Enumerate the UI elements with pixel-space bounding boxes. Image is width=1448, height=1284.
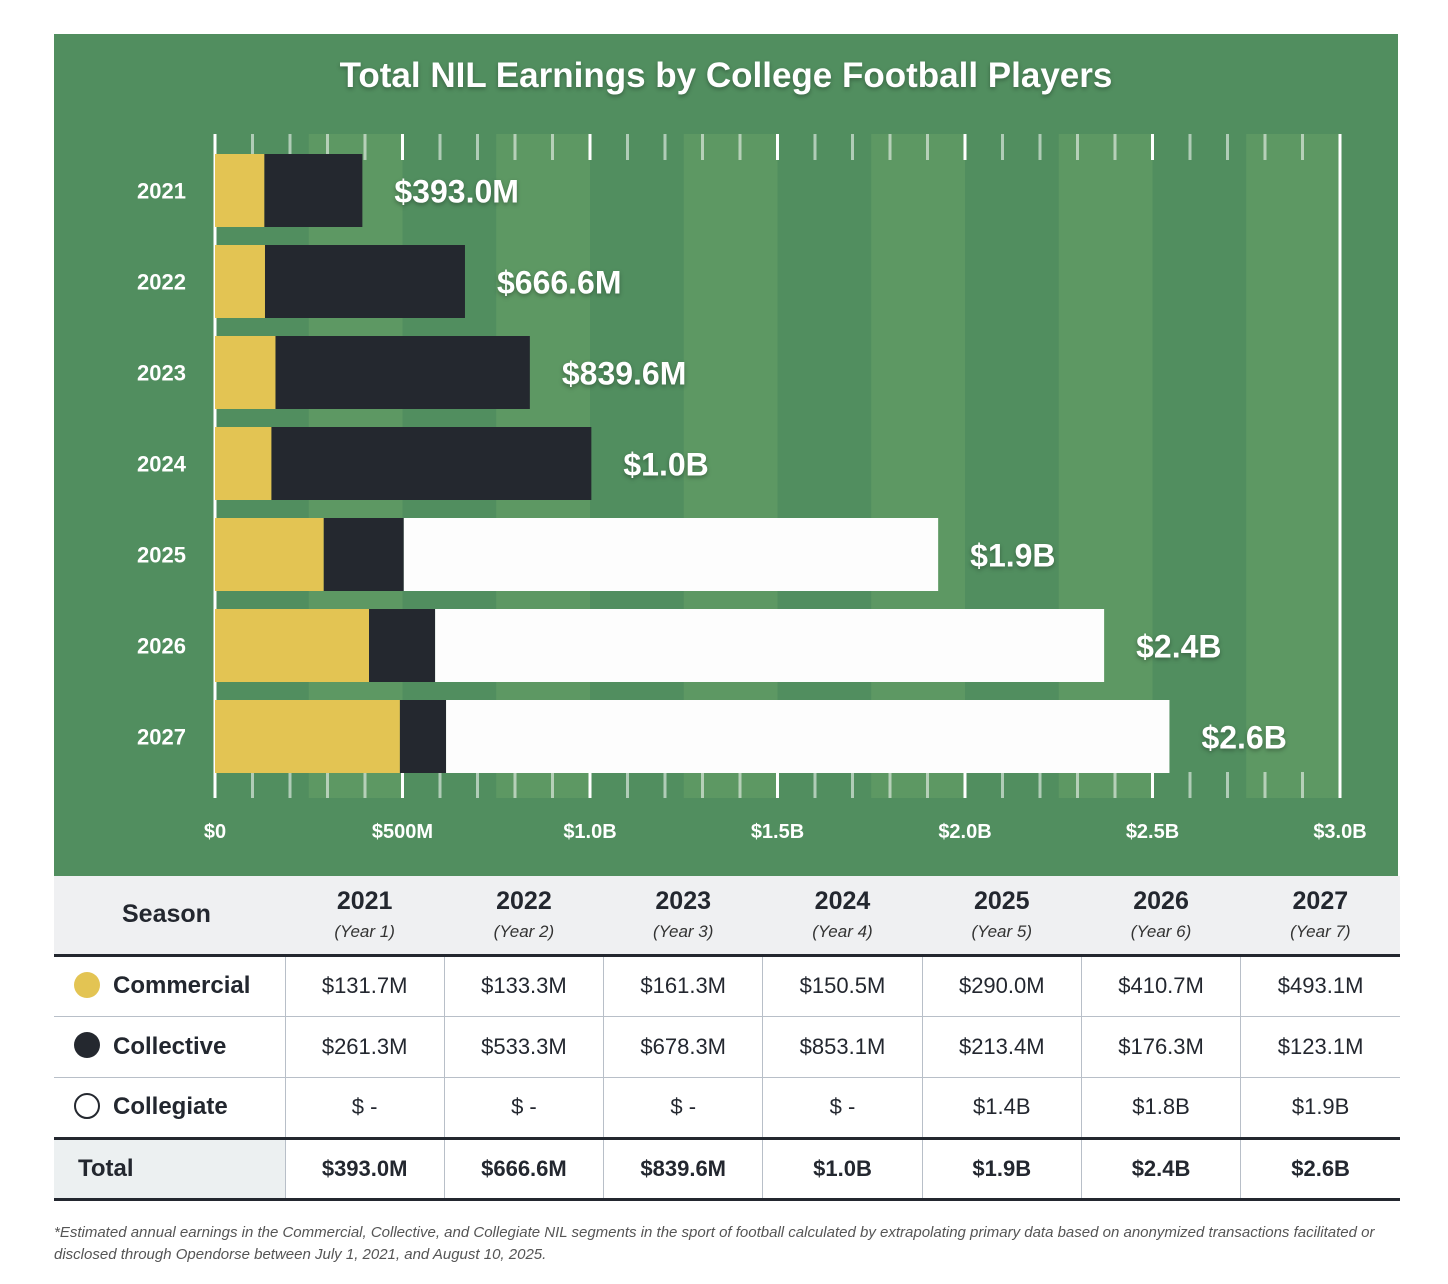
collegiate-legend-dot — [74, 1092, 100, 1119]
category-label: 2021 — [137, 179, 186, 204]
collegiate-bar-segment — [403, 518, 939, 591]
table-cell: $133.3M — [443, 955, 604, 1016]
collective-legend-dot — [74, 1032, 100, 1059]
field-stripe — [1058, 134, 1153, 798]
total-cell: $839.6M — [603, 1138, 763, 1199]
row-label: Commercial — [54, 955, 285, 1016]
collective-bar-segment — [369, 609, 436, 682]
commercial-bar-segment — [215, 154, 265, 227]
table-cell: $131.7M — [284, 955, 445, 1016]
table-cell: $290.0M — [921, 955, 1082, 1016]
table-cell: $ - — [284, 1077, 445, 1138]
collective-bar-segment — [399, 700, 447, 773]
column-header: 2025 (Year 5) — [971, 887, 1032, 942]
x-tick-label: $3.0B — [1313, 821, 1366, 843]
table-cell: $533.3M — [443, 1016, 604, 1077]
collegiate-bar-segment — [446, 700, 1170, 773]
data-label: $1.9B — [970, 538, 1055, 574]
chart-panel: 2021 $393.0M 2022 $666.6M 2023 $839.6M 2024 $1.… — [54, 34, 1398, 876]
data-label: $2.6B — [1201, 720, 1286, 756]
x-tick-label: $1.0B — [563, 821, 616, 843]
total-cell: $1.9B — [921, 1138, 1082, 1199]
category-label: 2024 — [137, 452, 187, 477]
table-cell: $410.7M — [1080, 955, 1241, 1016]
data-label: $2.4B — [1136, 629, 1221, 665]
x-tick-label: $2.5B — [1126, 821, 1179, 843]
table-cell: $123.1M — [1240, 1016, 1400, 1077]
total-cell: $2.4B — [1080, 1138, 1241, 1199]
commercial-bar-segment — [215, 609, 370, 682]
total-row: Total $393.0M $666.6M $839.6M $1.0B $1.9B $2.… — [54, 1138, 1400, 1199]
x-tick-label: $2.0B — [938, 821, 991, 843]
commercial-bar-segment — [215, 518, 324, 591]
table-cell: $161.3M — [603, 955, 763, 1016]
table-cell: $261.3M — [284, 1016, 445, 1077]
category-label: 2023 — [137, 361, 186, 386]
commercial-bar-segment — [215, 336, 276, 409]
data-label: $393.0M — [394, 174, 519, 210]
row-label: Collective — [54, 1016, 285, 1077]
collective-bar-segment — [323, 518, 404, 591]
field-stripe — [683, 134, 778, 798]
table-cell: $213.4M — [921, 1016, 1082, 1077]
table-cell: $ - — [603, 1077, 763, 1138]
commercial-bar-segment — [215, 700, 400, 773]
column-header: 2023 (Year 3) — [652, 887, 714, 942]
column-header: 2021 (Year 1) — [334, 887, 395, 942]
table-cell: $493.1M — [1240, 955, 1400, 1016]
total-cell: $1.0B — [762, 1138, 923, 1199]
data-label: $1.0B — [623, 447, 708, 483]
collective-bar-segment — [264, 245, 465, 318]
column-header: 2022 (Year 2) — [493, 887, 555, 942]
category-label: 2026 — [137, 634, 186, 659]
table-cell: $ - — [443, 1077, 604, 1138]
data-table: Season 2021 (Year 1) 2022 (Year 2) 2023 (Ye… — [54, 876, 1400, 1201]
table-cell: $1.8B — [1080, 1077, 1241, 1138]
column-header: 2027 (Year 7) — [1290, 887, 1351, 942]
row-label-text: Commercial — [113, 972, 251, 999]
total-cell: $393.0M — [284, 1138, 445, 1199]
total-cell: $2.6B — [1240, 1138, 1400, 1199]
total-cell: $666.6M — [443, 1138, 604, 1199]
x-tick-label: $0 — [204, 821, 226, 843]
table-row: Collective $261.3M $533.3M $678.3M $853.1M $2… — [54, 1016, 1400, 1077]
category-label: 2022 — [137, 270, 186, 295]
row-label: Collegiate — [54, 1077, 285, 1138]
collegiate-bar-segment — [435, 609, 1105, 682]
commercial-bar-segment — [215, 427, 272, 500]
data-label: $666.6M — [497, 265, 622, 301]
table-cell: $1.9B — [1240, 1077, 1400, 1138]
table-cell: $ - — [762, 1077, 923, 1138]
field-stripe — [1246, 134, 1340, 798]
table-row: Collegiate $ - $ - $ - $ - $1.4B $1.8B $1.9B — [54, 1077, 1400, 1138]
row-label-text: Collegiate — [113, 1093, 228, 1120]
table-cell: $1.4B — [921, 1077, 1082, 1138]
bar-chart: 2021 $393.0M 2022 $666.6M 2023 $839.6M 2024 $1.… — [137, 134, 1367, 843]
total-label: Total — [54, 1138, 285, 1199]
x-tick-label: $1.5B — [751, 821, 804, 843]
field-stripe — [871, 134, 965, 798]
table-header-row: Season 2021 (Year 1) 2022 (Year 2) 2023 (Ye… — [54, 876, 1400, 955]
category-label: 2025 — [137, 543, 186, 568]
table-row: Commercial $131.7M $133.3M $161.3M $150.5M $2… — [54, 955, 1400, 1016]
table-cell: $853.1M — [762, 1016, 923, 1077]
collective-bar-segment — [264, 154, 363, 227]
x-tick-label: $500M — [372, 821, 433, 843]
row-label-text: Collective — [113, 1032, 227, 1060]
season-header: Season — [122, 900, 211, 929]
category-label: 2027 — [137, 725, 186, 750]
footnote: *Estimated annual earnings in the Commer… — [54, 1224, 1375, 1263]
collective-bar-segment — [275, 336, 530, 409]
chart-title: Total NIL Earnings by College Football P… — [339, 56, 1113, 95]
column-header: 2024 (Year 4) — [812, 887, 873, 942]
table-cell: $150.5M — [762, 955, 923, 1016]
column-header: 2026 (Year 6) — [1130, 887, 1192, 942]
table-cell: $678.3M — [603, 1016, 763, 1077]
table-cell: $176.3M — [1080, 1016, 1241, 1077]
commercial-legend-dot — [74, 971, 100, 998]
data-label: $839.6M — [562, 356, 687, 392]
commercial-bar-segment — [215, 245, 265, 318]
collective-bar-segment — [271, 427, 592, 500]
